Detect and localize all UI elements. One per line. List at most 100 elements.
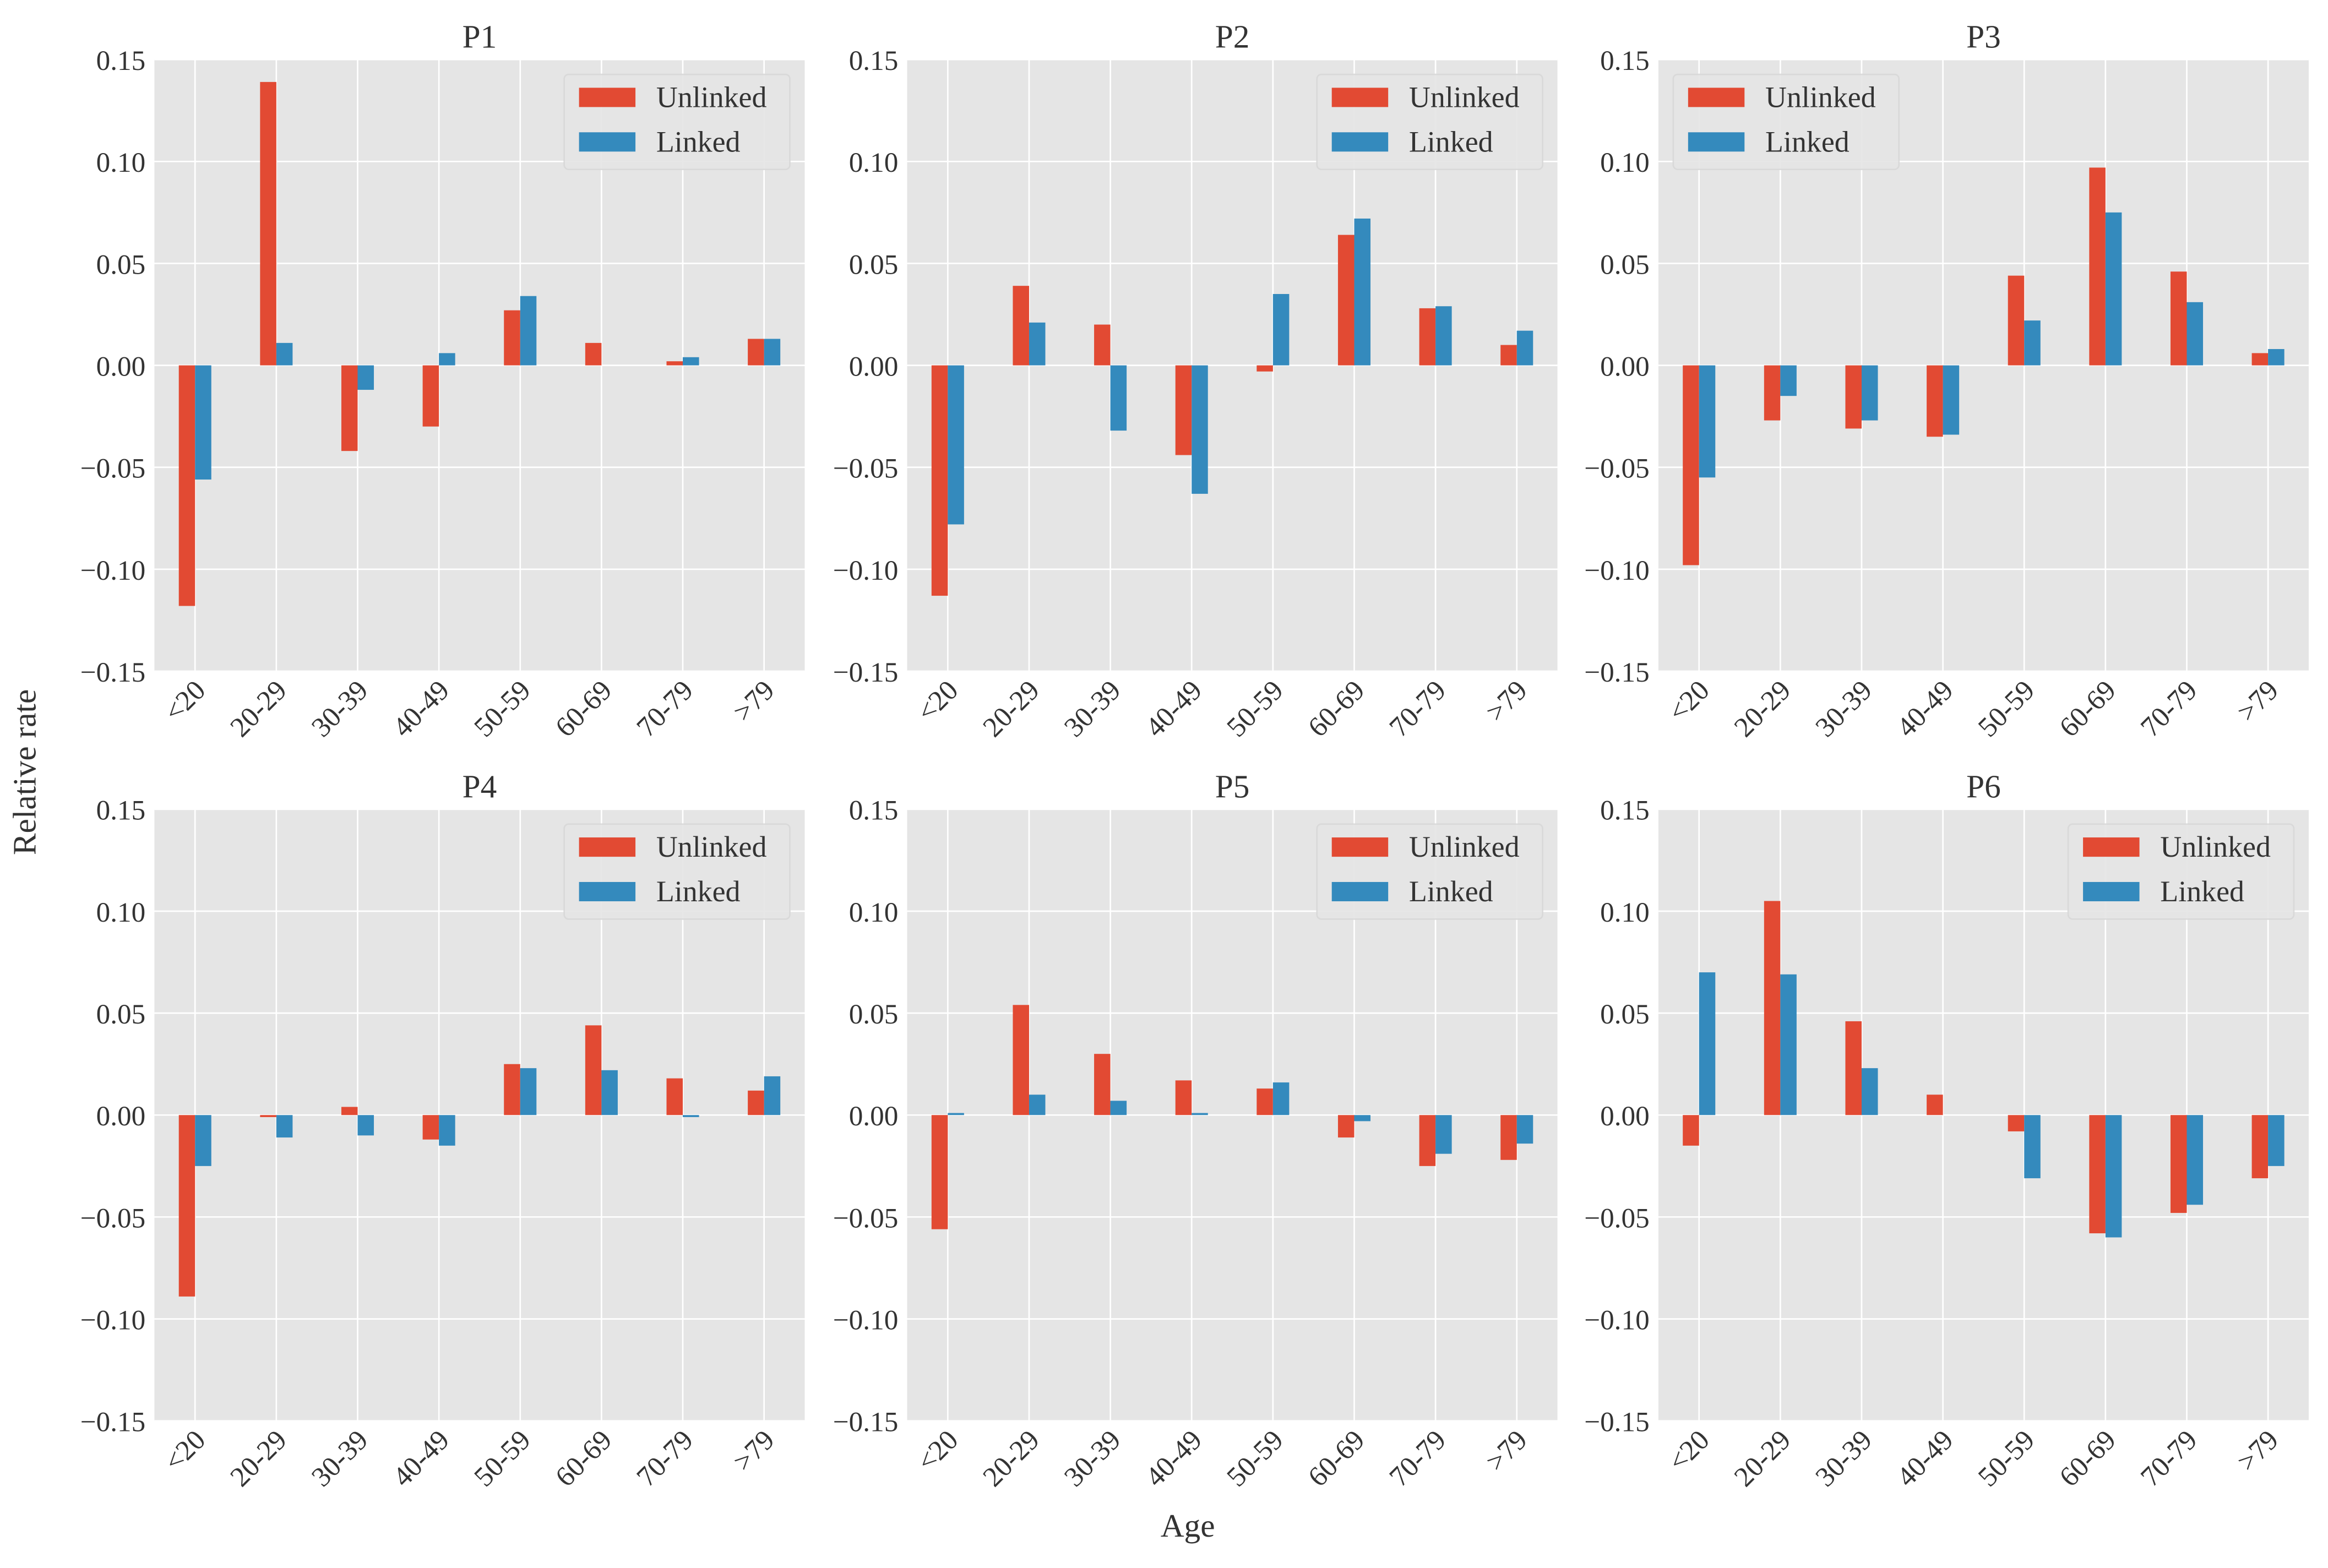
- y-tick-label: −0.05: [80, 1202, 146, 1234]
- bar: [1683, 1115, 1699, 1146]
- bar: [1354, 218, 1371, 366]
- y-tick-label: 0.00: [849, 351, 899, 382]
- bar: [683, 1115, 699, 1118]
- legend-label: Linked: [2160, 875, 2244, 908]
- panel-title: P2: [1215, 19, 1250, 55]
- y-tick-label: −0.10: [1584, 555, 1650, 586]
- bar: [1699, 365, 1716, 478]
- bar: [1516, 1115, 1533, 1144]
- bar: [1337, 235, 1355, 366]
- bar: [2268, 1115, 2285, 1166]
- bar: [276, 342, 293, 366]
- y-tick-label: 0.00: [849, 1101, 899, 1132]
- bar: [1257, 365, 1273, 372]
- legend-swatch: [1331, 88, 1389, 107]
- bar: [948, 365, 964, 525]
- y-tick-label: −0.10: [833, 555, 899, 586]
- bar: [1861, 1068, 1878, 1115]
- y-tick-label: 0.15: [96, 795, 146, 826]
- y-tick-label: 0.10: [96, 897, 146, 928]
- bar: [178, 365, 195, 606]
- y-tick-label: −0.15: [80, 1407, 146, 1438]
- panel-title: P3: [1966, 19, 2001, 55]
- bar: [1272, 1082, 1290, 1115]
- bar: [1175, 1080, 1192, 1115]
- bar: [1094, 1054, 1111, 1115]
- bar: [2008, 275, 2025, 366]
- bar: [504, 1064, 520, 1115]
- panel-title: P6: [1966, 768, 2001, 804]
- bar: [931, 365, 948, 596]
- bar: [2024, 1115, 2041, 1179]
- bar: [1257, 1088, 1273, 1115]
- legend-label: Linked: [1765, 125, 1850, 158]
- y-tick-label: −0.05: [80, 453, 146, 484]
- bar: [1943, 365, 1960, 435]
- bar: [2170, 271, 2187, 366]
- legend-label: Linked: [656, 875, 741, 908]
- y-tick-label: −0.05: [833, 1202, 899, 1234]
- y-tick-label: 0.15: [1600, 795, 1650, 826]
- bar: [1435, 1115, 1452, 1154]
- y-tick-label: 0.05: [96, 999, 146, 1030]
- bar: [1516, 330, 1533, 366]
- bar: [341, 365, 358, 451]
- panel-title: P1: [463, 19, 497, 55]
- y-tick-label: 0.10: [1600, 897, 1650, 928]
- y-tick-label: 0.05: [1600, 249, 1650, 280]
- bar: [666, 1078, 683, 1115]
- bar: [1764, 901, 1781, 1115]
- bar: [948, 1113, 964, 1115]
- y-axis-label: Relative rate: [7, 689, 43, 855]
- bar: [748, 1090, 764, 1115]
- bar: [520, 1068, 537, 1115]
- y-tick-label: −0.10: [833, 1304, 899, 1336]
- y-tick-label: −0.10: [1584, 1304, 1650, 1336]
- bar: [504, 310, 520, 366]
- legend-swatch: [579, 881, 636, 902]
- bar: [1419, 1115, 1436, 1166]
- legend-label: Linked: [656, 125, 741, 158]
- y-tick-label: 0.05: [1600, 999, 1650, 1030]
- legend-swatch: [1331, 132, 1389, 152]
- panel-title: P5: [1215, 768, 1250, 804]
- bar: [1013, 286, 1029, 366]
- bar: [585, 342, 602, 366]
- bar: [1780, 974, 1797, 1115]
- bar: [341, 1107, 358, 1115]
- bar: [2251, 1115, 2269, 1179]
- y-tick-label: 0.00: [96, 351, 146, 382]
- y-tick-label: −0.10: [80, 555, 146, 586]
- legend-swatch: [1331, 837, 1389, 857]
- legend-label: Linked: [1409, 875, 1493, 908]
- legend-label: Unlinked: [656, 830, 767, 863]
- legend-swatch: [1331, 881, 1389, 902]
- bar: [1110, 365, 1127, 431]
- legend-label: Unlinked: [1765, 80, 1876, 113]
- bar: [1927, 365, 1943, 437]
- bar: [195, 1115, 211, 1166]
- legend-label: Unlinked: [656, 80, 767, 113]
- y-tick-label: −0.05: [1584, 1202, 1650, 1234]
- bar: [195, 365, 211, 480]
- legend-label: Unlinked: [2160, 830, 2271, 863]
- bar: [1927, 1095, 1943, 1115]
- y-tick-label: 0.05: [96, 249, 146, 280]
- bar: [1192, 365, 1208, 494]
- bar: [1435, 306, 1452, 366]
- y-tick-label: 0.00: [96, 1101, 146, 1132]
- bar: [1780, 365, 1797, 396]
- bar: [1699, 972, 1716, 1115]
- bar: [357, 365, 374, 390]
- bar: [666, 361, 683, 366]
- y-tick-label: 0.15: [849, 795, 899, 826]
- y-tick-label: 0.00: [1600, 351, 1650, 382]
- bar: [422, 1115, 439, 1140]
- legend-swatch: [579, 88, 636, 107]
- bar: [1272, 293, 1290, 366]
- bar: [764, 1076, 781, 1115]
- bar: [2268, 349, 2285, 366]
- y-tick-label: 0.10: [96, 147, 146, 178]
- bar: [1500, 345, 1517, 366]
- bar: [1354, 1115, 1371, 1121]
